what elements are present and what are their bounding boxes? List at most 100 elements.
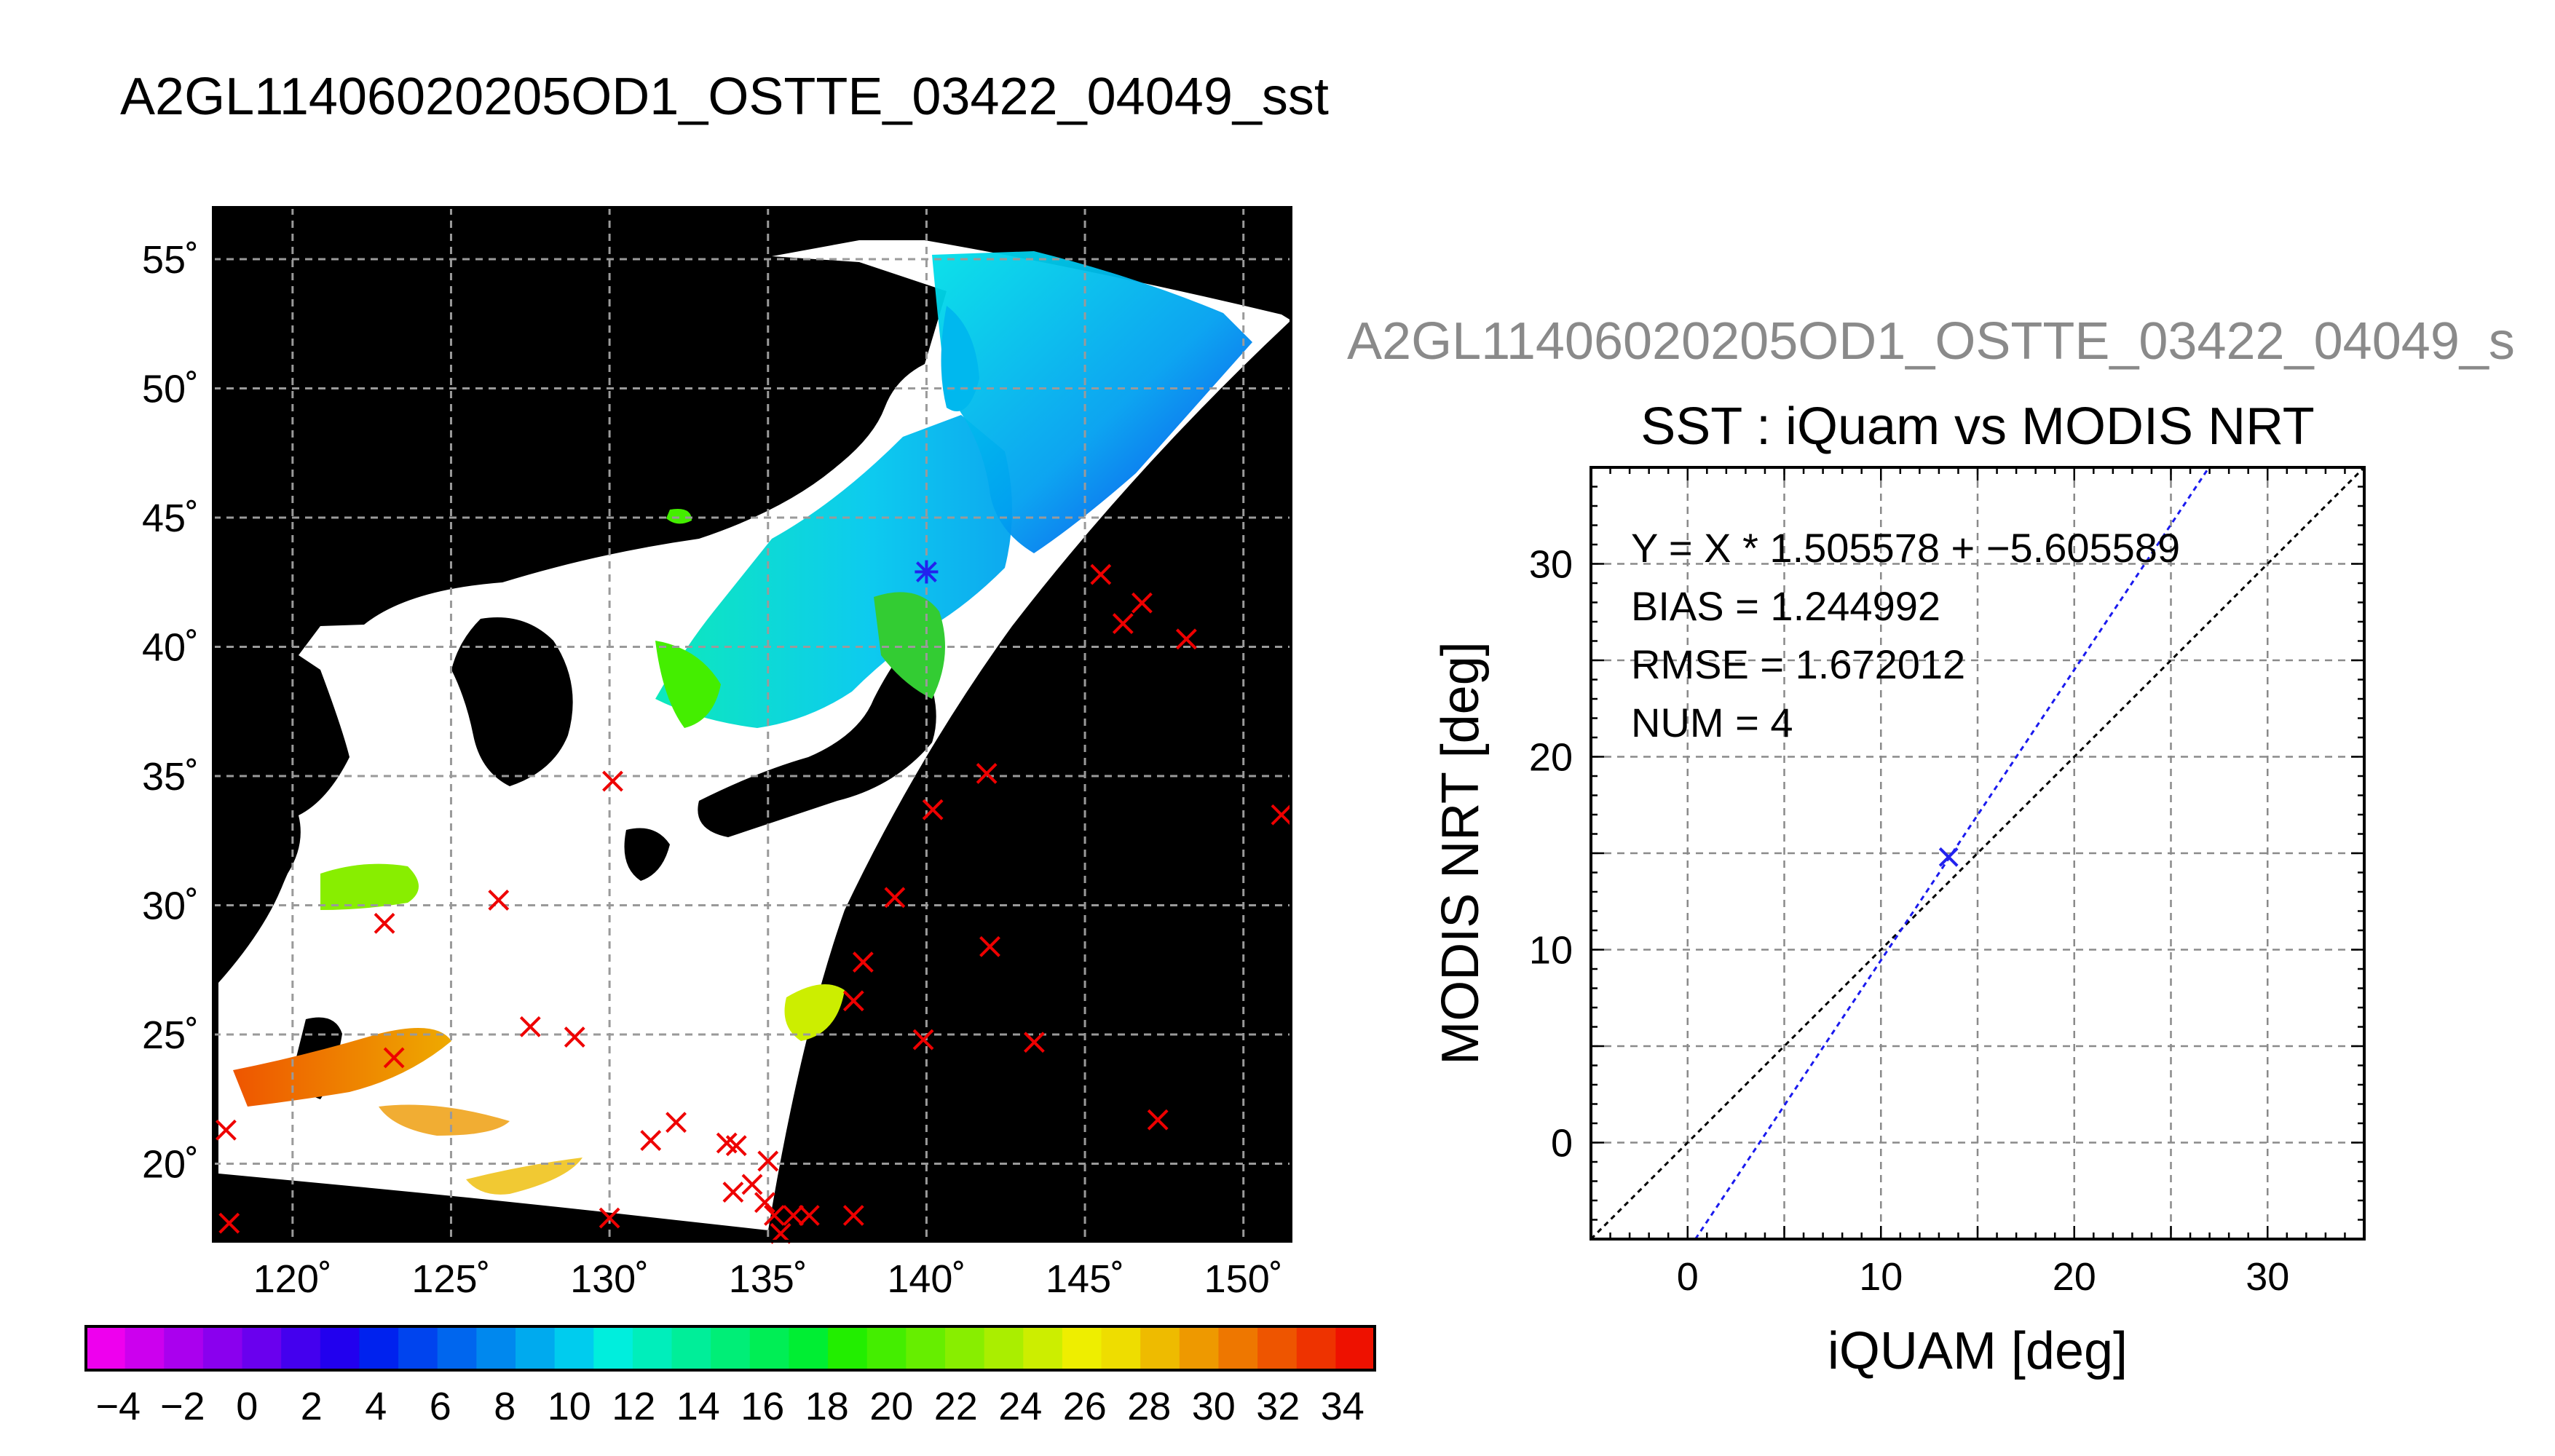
iquam-point (741, 1174, 763, 1195)
colorbar-tick-label: 6 (430, 1385, 451, 1428)
scatter-y-tick-label: 20 (1529, 736, 1573, 780)
colorbar-cell (866, 1326, 907, 1370)
colorbar-cell (516, 1326, 556, 1370)
colorbar-tick-label: 24 (998, 1385, 1042, 1428)
iquam-point (602, 770, 623, 792)
iquam-point (764, 1205, 785, 1226)
iquam-point (519, 1016, 541, 1037)
iquam-point (1131, 592, 1153, 614)
scatter-annotation: NUM = 4 (1631, 700, 1793, 745)
lat-tick-label: 50˚ (142, 368, 199, 411)
iquam-point (757, 1150, 779, 1172)
iquam-points-layer (215, 560, 1292, 1244)
colorbar-tick-label: 14 (676, 1385, 720, 1428)
sst-okhotsk (932, 251, 1252, 553)
identity-line (1591, 467, 2364, 1239)
iquam-point (640, 1130, 662, 1151)
iquam-point (1023, 1032, 1045, 1053)
sst-sea-of-japan (655, 415, 1012, 728)
japan-kyushu (624, 828, 670, 881)
scatter-y-tick-label: 0 (1551, 1122, 1573, 1166)
lat-tick-label: 35˚ (142, 755, 199, 799)
colorbar-tick-label: 18 (805, 1385, 849, 1428)
page-title: A2GL11406020205OD1_OSTTE_03422_04049_sst (120, 68, 1329, 126)
scatter-x-tick-labels: 0 10 20 30 (1677, 1255, 2290, 1299)
japan-honshu (698, 641, 936, 837)
scatter-annotation: RMSE = 1.672012 (1631, 641, 1965, 687)
iquam-point (976, 763, 998, 784)
colorbar-tick-label: 8 (494, 1385, 516, 1428)
iquam-point (842, 1205, 864, 1226)
map-latitude-labels: 55˚ 50˚ 45˚ 40˚ 35˚ 30˚ 25˚ 20˚ (142, 238, 199, 1187)
colorbar-tick-label: 0 (236, 1385, 258, 1428)
iquam-point (599, 1207, 620, 1229)
map-longitude-labels: 120˚ 125˚ 130˚ 135˚ 140˚ 145˚ 150˚ (253, 1257, 1283, 1301)
lat-tick-label: 30˚ (142, 885, 199, 928)
scatter-panel: SST : iQuam vs MODIS NRT 0 10 20 30 0 10 20 30… (1431, 397, 2366, 1380)
iquam-point (383, 1047, 405, 1069)
iquam-point (215, 1119, 237, 1141)
iquam-point (842, 990, 864, 1012)
iquam-point (666, 1112, 687, 1133)
colorbar-cell (398, 1326, 438, 1370)
colorbar-cell (281, 1326, 321, 1370)
colorbar-tick-label: 2 (301, 1385, 323, 1428)
iquam-point (922, 799, 944, 820)
lat-tick-label: 25˚ (142, 1013, 199, 1057)
colorbar-cell (1296, 1326, 1336, 1370)
scatter-annotations: Y = X * 1.505578 + −5.605589 BIAS = 1.244… (1631, 525, 2180, 745)
scatter-x-tick-label: 0 (1677, 1255, 1699, 1299)
colorbar-cell (828, 1326, 868, 1370)
colorbar-cell (945, 1326, 985, 1370)
scatter-gridlines (1591, 467, 2364, 1239)
colorbar-cell (86, 1326, 126, 1370)
colorbar: −4 −2 0 2 4 6 8 10 12 14 16 18 20 22 24 26 28 30 32 34 (84, 1325, 1376, 1428)
iquam-point (852, 951, 874, 973)
colorbar-tick-label: 26 (1063, 1385, 1107, 1428)
colorbar-cell (632, 1326, 673, 1370)
lat-tick-label: 45˚ (142, 496, 199, 540)
lon-tick-label: 135˚ (729, 1257, 807, 1301)
colorbar-tick-label: 16 (741, 1385, 784, 1428)
colorbar-tick-label: 4 (365, 1385, 387, 1428)
colorbar-cell (125, 1326, 165, 1370)
iquam-point (564, 1026, 585, 1048)
iquam-point (488, 889, 510, 911)
colorbar-cell (320, 1326, 360, 1370)
iquam-point (722, 1182, 744, 1203)
sst-yellow-patch (784, 984, 845, 1041)
colorbar-tick-label: 12 (612, 1385, 655, 1428)
iquam-point (979, 935, 1000, 957)
colorbar-cell (671, 1326, 711, 1370)
colorbar-cell (1140, 1326, 1180, 1370)
colorbar-cell (711, 1326, 751, 1370)
colorbar-cell (1101, 1326, 1141, 1370)
sst-small-green (666, 509, 692, 524)
iquam-point (912, 1029, 934, 1051)
lon-tick-label: 125˚ (411, 1257, 490, 1301)
colorbar-cell (202, 1326, 243, 1370)
map-frame (212, 206, 1292, 1243)
colorbar-cell (1179, 1326, 1219, 1370)
colorbar-tick-label: 32 (1256, 1385, 1300, 1428)
iquam-point (783, 1205, 805, 1226)
scatter-x-tick-label: 20 (2053, 1255, 2096, 1299)
lon-tick-label: 150˚ (1204, 1257, 1283, 1301)
colorbar-tick-label: 22 (934, 1385, 978, 1428)
colorbar-cell (906, 1326, 946, 1370)
china-landmass (218, 655, 350, 961)
colorbar-cell (593, 1326, 633, 1370)
colorbar-cell (554, 1326, 594, 1370)
scatter-y-tick-label: 30 (1529, 543, 1573, 587)
sst-ecs-green (320, 863, 419, 910)
sst-south-orange-2 (466, 1158, 583, 1195)
lon-tick-label: 120˚ (253, 1257, 332, 1301)
colorbar-cell (242, 1326, 282, 1370)
scatter-title: SST : iQuam vs MODIS NRT (1640, 397, 2315, 456)
iquam-point (1175, 628, 1197, 650)
lon-tick-label: 130˚ (570, 1257, 649, 1301)
map-gridlines (213, 207, 1291, 1241)
sst-green-patch (655, 641, 721, 728)
y-axis-label: MODIS NRT [deg] (1431, 641, 1490, 1065)
